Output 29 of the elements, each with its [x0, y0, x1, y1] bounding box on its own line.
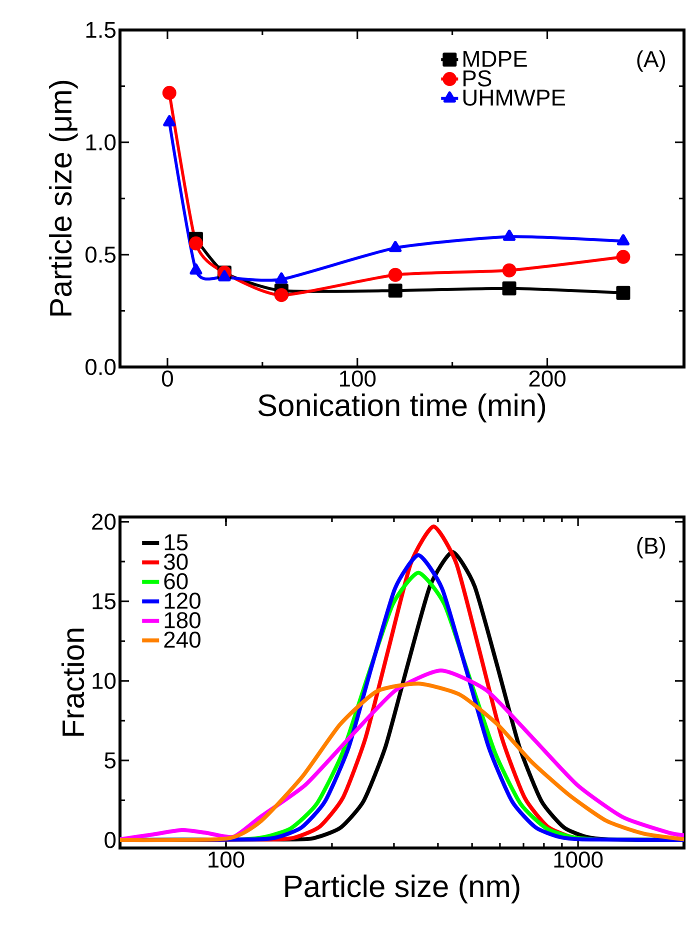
- annotation: (B): [637, 537, 665, 558]
- x-tick-label: 200: [529, 370, 566, 387]
- y-tick-label: 0.0: [86, 358, 116, 376]
- x-tick-label: 100: [340, 370, 376, 387]
- y-tick-label: 0.5: [86, 246, 116, 263]
- y-tick-label: 10: [92, 672, 116, 690]
- y-tick-label: 1.0: [86, 134, 116, 150]
- legend-label: UHMWPE: [463, 90, 566, 106]
- annotation: (A): [637, 50, 665, 72]
- legend-label: 180: [164, 612, 200, 628]
- x-axis-title: Sonication time (min): [258, 394, 546, 422]
- x-tick-label: 1000: [554, 852, 603, 868]
- y-axis-title: Particle size (μm): [49, 80, 78, 316]
- y-tick-label: 5: [104, 752, 116, 768]
- x-tick-label: 0: [162, 370, 173, 387]
- legend-label: PS: [464, 70, 492, 86]
- legend-label: 240: [164, 632, 200, 648]
- legend-label: 15: [164, 534, 188, 550]
- y-tick-label: 20: [92, 514, 116, 530]
- y-tick-label: 15: [92, 593, 116, 610]
- legend-label: MDPE: [464, 51, 527, 67]
- y-tick-label: 0: [104, 832, 116, 848]
- x-axis-title: Particle size (nm): [285, 874, 520, 904]
- legend-label: 120: [164, 592, 200, 609]
- legend-label: 60: [164, 573, 188, 590]
- legend-label: 30: [164, 554, 188, 570]
- y-tick-label: 1.5: [86, 22, 116, 38]
- x-tick-label: 100: [208, 852, 244, 868]
- y-axis-title: Fraction: [61, 628, 84, 736]
